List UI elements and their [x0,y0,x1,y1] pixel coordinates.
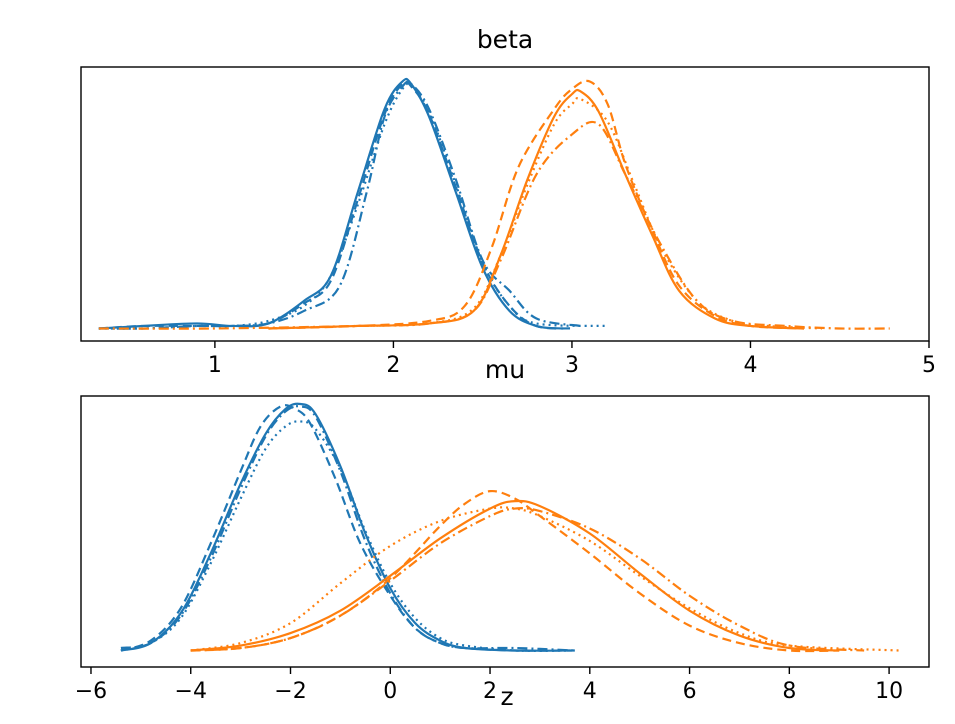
beta-x-tick-label: 5 [922,353,936,378]
mu-x-tick-label: 2 [483,679,497,704]
beta-axes-frame [80,66,930,342]
mu-series-2-solid-curve [190,499,840,652]
beta-panel: beta 1 2 3 4 5 [80,25,936,378]
mu-x-tick-label: 8 [782,679,796,704]
beta-series-2-dashed-curve [268,79,805,330]
mu-x-tick-label: 6 [683,679,697,704]
mu-x-tick-label: −2 [274,679,306,704]
mu-axes-frame [80,395,930,668]
mu-density-curves [120,402,900,653]
beta-x-tick-label: 2 [386,353,400,378]
mu-series-1-dashdot-curve [120,405,575,652]
beta-series-2-solid-curve [268,88,805,330]
z-overlay-label: z [500,682,513,711]
mu-panel: mu −6 −4 −2 0 2 4 6 8 10 [75,355,930,704]
mu-x-tick-label: 0 [383,679,397,704]
beta-series-2-dashdot-curve [98,120,890,330]
beta-x-ticks: 1 2 3 4 5 [208,341,936,378]
mu-x-tick-label: −6 [75,679,107,704]
mu-series-1-solid-curve [120,402,575,652]
mu-series-2-dashdot-curve [190,507,865,652]
mu-x-tick-label: 10 [875,679,903,704]
mu-title: mu [485,355,525,384]
beta-series-1-solid-curve [98,77,564,330]
mu-series-2-dotted-curve [190,506,900,652]
beta-series-1-dashdot-curve [98,80,582,330]
mu-x-tick-label: −4 [175,679,207,704]
beta-title: beta [477,25,533,54]
mu-x-tick-label: 4 [583,679,597,704]
beta-x-tick-label: 3 [565,353,579,378]
mu-series-1-dotted-curve [120,420,575,652]
beta-density-curves [98,77,890,330]
beta-x-tick-label: 1 [208,353,222,378]
mu-x-ticks: −6 −4 −2 0 2 4 6 8 10 [75,667,903,704]
beta-x-tick-label: 4 [743,353,757,378]
